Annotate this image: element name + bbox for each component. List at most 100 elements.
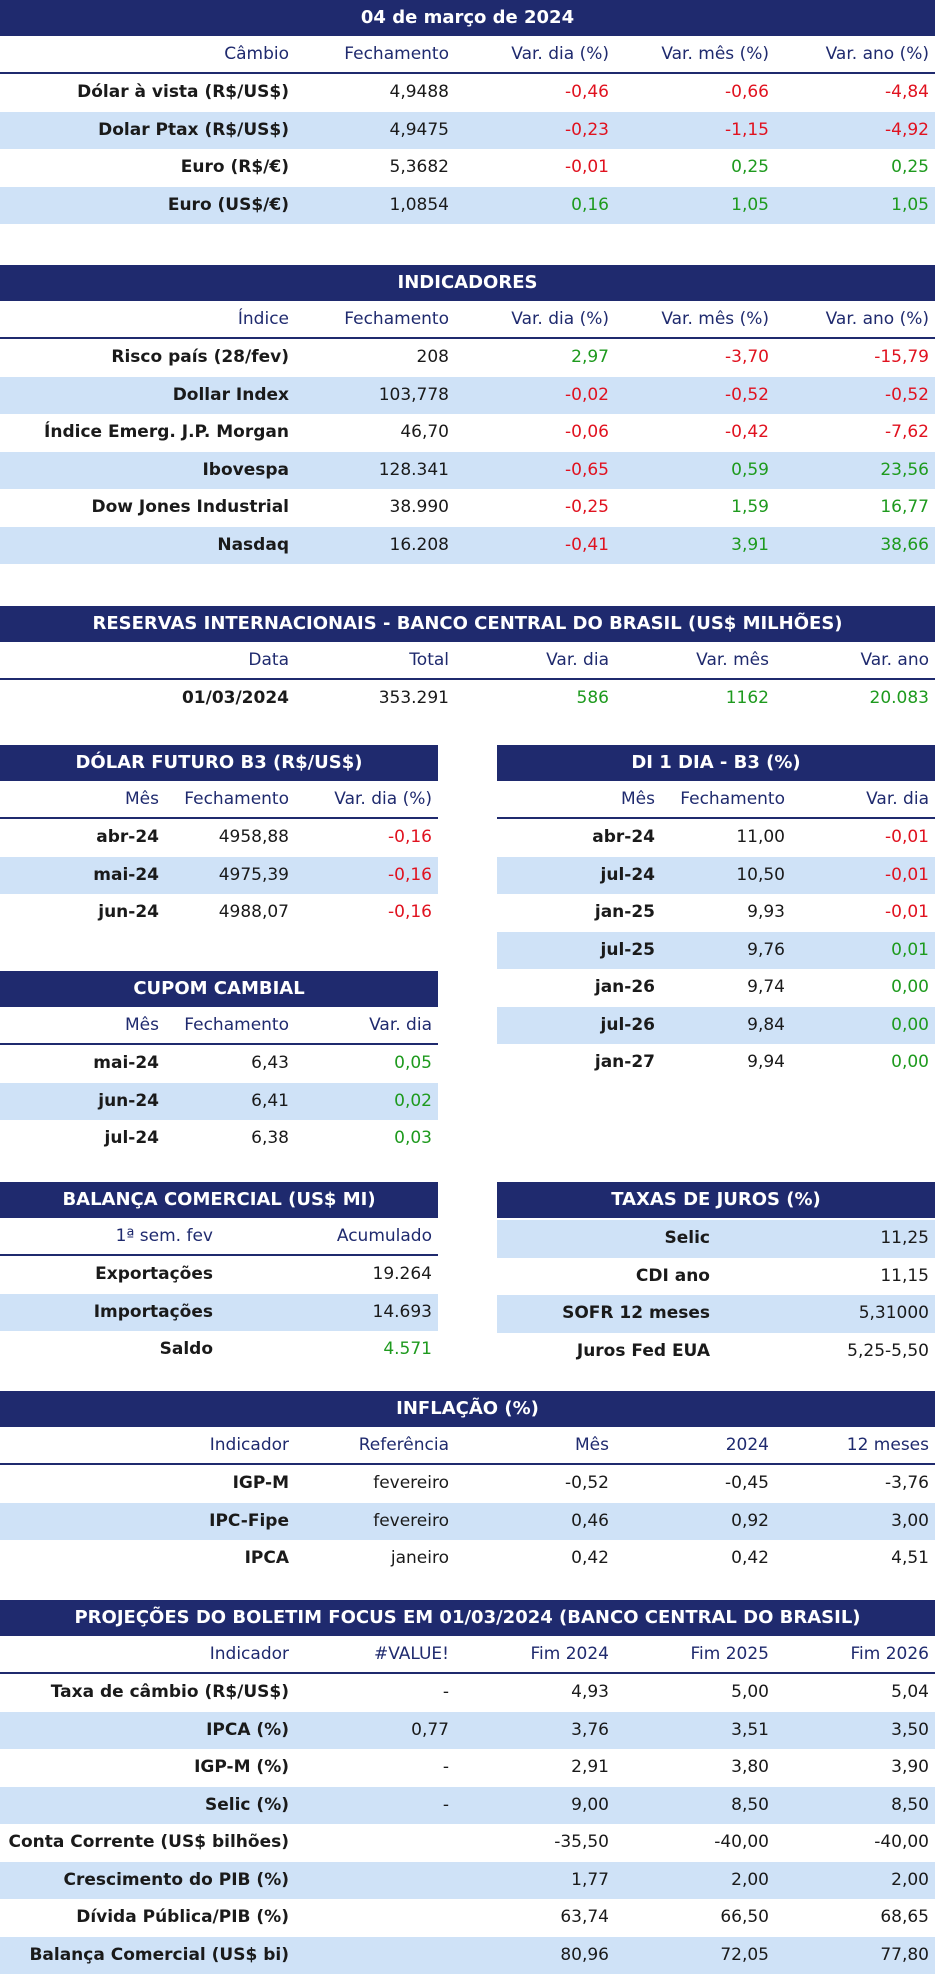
- row-label: jun-24: [98, 902, 159, 922]
- row-label: Selic: [664, 1228, 710, 1248]
- cell: 353.291: [378, 688, 449, 708]
- row-label: mai-24: [93, 1053, 159, 1073]
- table-header-row: Mês Fechamento Var. dia (%): [0, 781, 438, 819]
- row-label: Selic (%): [205, 1794, 289, 1815]
- cell: 4988,07: [218, 902, 289, 922]
- cell: -: [442, 1757, 449, 1777]
- table-row: jan-27 9,94 0,00: [497, 1044, 935, 1082]
- cell: -0,01: [885, 864, 929, 885]
- column-header: Referência: [358, 1435, 449, 1455]
- cell: -0,25: [565, 497, 609, 517]
- cell: 19.264: [372, 1264, 432, 1284]
- column-header: #VALUE!: [373, 1644, 449, 1664]
- cell: -0,52: [565, 1473, 609, 1493]
- row-label: Euro (R$/€): [180, 157, 289, 177]
- table-row: IGP-M fevereiro -0,52 -0,45 -3,76: [0, 1465, 935, 1503]
- table-title: DÓLAR FUTURO B3 (R$/US$): [0, 745, 438, 781]
- table-row: Crescimento do PIB (%) 1,77 2,00 2,00: [0, 1861, 935, 1900]
- cell: 4,93: [571, 1682, 609, 1702]
- column-header: 12 meses: [846, 1435, 929, 1455]
- table-header-row: Indicador #VALUE! Fim 2024 Fim 2025 Fim …: [0, 1636, 935, 1674]
- table-title: CUPOM CAMBIAL: [0, 971, 438, 1007]
- table-reservas: RESERVAS INTERNACIONAIS - BANCO CENTRAL …: [0, 606, 935, 718]
- row-label: jan-26: [594, 977, 655, 997]
- column-header: Fechamento: [344, 44, 449, 64]
- column-header: Var. mês (%): [661, 44, 769, 64]
- cell: 0,42: [731, 1548, 769, 1568]
- cell: 2,91: [571, 1757, 609, 1777]
- row-label: abr-24: [592, 827, 655, 847]
- table-row: Dow Jones Industrial 38.990 -0,25 1,59 1…: [0, 489, 935, 527]
- cell: 63,74: [560, 1907, 609, 1927]
- cell: -3,76: [885, 1473, 929, 1493]
- table-row: CDI ano 11,15: [497, 1258, 935, 1296]
- column-header: Mês: [621, 789, 655, 809]
- table-row: 01/03/2024 353.291 586 1162 20.083: [0, 680, 935, 718]
- table-row: IPCA (%) 0,77 3,76 3,51 3,50: [0, 1711, 935, 1749]
- cell: 5,00: [731, 1682, 769, 1702]
- cell: [295, 1862, 455, 1900]
- row-label: jul-26: [600, 1014, 655, 1035]
- cell: 10,50: [736, 864, 785, 885]
- column-header: Var. ano: [860, 650, 929, 670]
- row-label: Crescimento do PIB (%): [63, 1869, 289, 1890]
- cell: -4,84: [885, 82, 929, 102]
- cell: 20.083: [869, 688, 929, 708]
- cell: 4,51: [891, 1548, 929, 1568]
- cell: -0,01: [565, 157, 609, 177]
- row-label: IPCA: [244, 1548, 289, 1568]
- column-header: Fechamento: [344, 309, 449, 329]
- table-header-row: Data Total Var. dia Var. mês Var. ano: [0, 642, 935, 680]
- column-header: Mês: [125, 1015, 159, 1035]
- cell: 0,00: [891, 1052, 929, 1072]
- table-row: jun-24 6,41 0,02: [0, 1082, 438, 1120]
- cell: 4,9475: [389, 119, 449, 140]
- table-row: jan-25 9,93 -0,01: [497, 894, 935, 932]
- table-dolar-futuro: DÓLAR FUTURO B3 (R$/US$) Mês Fechamento …: [0, 745, 438, 932]
- column-header: Mês: [125, 789, 159, 809]
- row-label: Risco país (28/fev): [111, 347, 289, 367]
- column-header: Mês: [575, 1435, 609, 1455]
- cell: 2,97: [571, 347, 609, 367]
- table-header-row: Mês Fechamento Var. dia: [0, 1007, 438, 1045]
- table-header-row: 1ª sem. fev Acumulado: [0, 1218, 438, 1256]
- row-label: IPCA (%): [206, 1719, 289, 1740]
- table-header-row: Mês Fechamento Var. dia: [497, 781, 935, 819]
- cell: 586: [576, 688, 609, 708]
- table-title: PROJEÇÕES DO BOLETIM FOCUS EM 01/03/2024…: [0, 1600, 935, 1636]
- table-taxas-juros: TAXAS DE JUROS (%) Selic 11,25 CDI ano 1…: [497, 1182, 935, 1370]
- cell: 1162: [725, 688, 769, 708]
- cell: -1,15: [725, 119, 769, 140]
- cell: 0,00: [891, 1014, 929, 1035]
- table-cupom-cambial: CUPOM CAMBIAL Mês Fechamento Var. dia ma…: [0, 971, 438, 1158]
- table-row: jul-26 9,84 0,00: [497, 1006, 935, 1044]
- row-label: jul-24: [104, 1128, 159, 1148]
- column-header: Fechamento: [184, 1015, 289, 1035]
- cell: 208: [416, 347, 449, 367]
- row-label: Taxa de câmbio (R$/US$): [50, 1682, 289, 1702]
- cell: [295, 1937, 455, 1975]
- table-focus: PROJEÇÕES DO BOLETIM FOCUS EM 01/03/2024…: [0, 1600, 935, 1974]
- cell: -0,16: [388, 827, 432, 847]
- cell: janeiro: [390, 1548, 449, 1568]
- cell: 0,25: [731, 157, 769, 177]
- row-label: Saldo: [159, 1339, 213, 1359]
- row-label: abr-24: [96, 827, 159, 847]
- cell: 1,05: [891, 194, 929, 215]
- row-label: IGP-M: [232, 1473, 289, 1493]
- table-row: Exportações 19.264: [0, 1256, 438, 1294]
- cell: 3,50: [891, 1719, 929, 1740]
- row-label: Dollar Index: [172, 384, 289, 405]
- cell: fevereiro: [373, 1473, 449, 1493]
- cell: 11,15: [880, 1265, 929, 1286]
- row-label: 01/03/2024: [181, 688, 289, 708]
- table-row: IPCA janeiro 0,42 0,42 4,51: [0, 1540, 935, 1578]
- cell: 0,01: [891, 939, 929, 960]
- cell: 9,76: [747, 939, 785, 960]
- table-row: Dívida Pública/PIB (%) 63,74 66,50 68,65: [0, 1899, 935, 1937]
- column-header: Var. ano (%): [825, 44, 929, 64]
- table-title: 04 de março de 2024: [0, 0, 935, 36]
- row-label: Euro (US$/€): [167, 194, 289, 215]
- cell: 11,00: [736, 827, 785, 847]
- cell: 0,46: [571, 1510, 609, 1531]
